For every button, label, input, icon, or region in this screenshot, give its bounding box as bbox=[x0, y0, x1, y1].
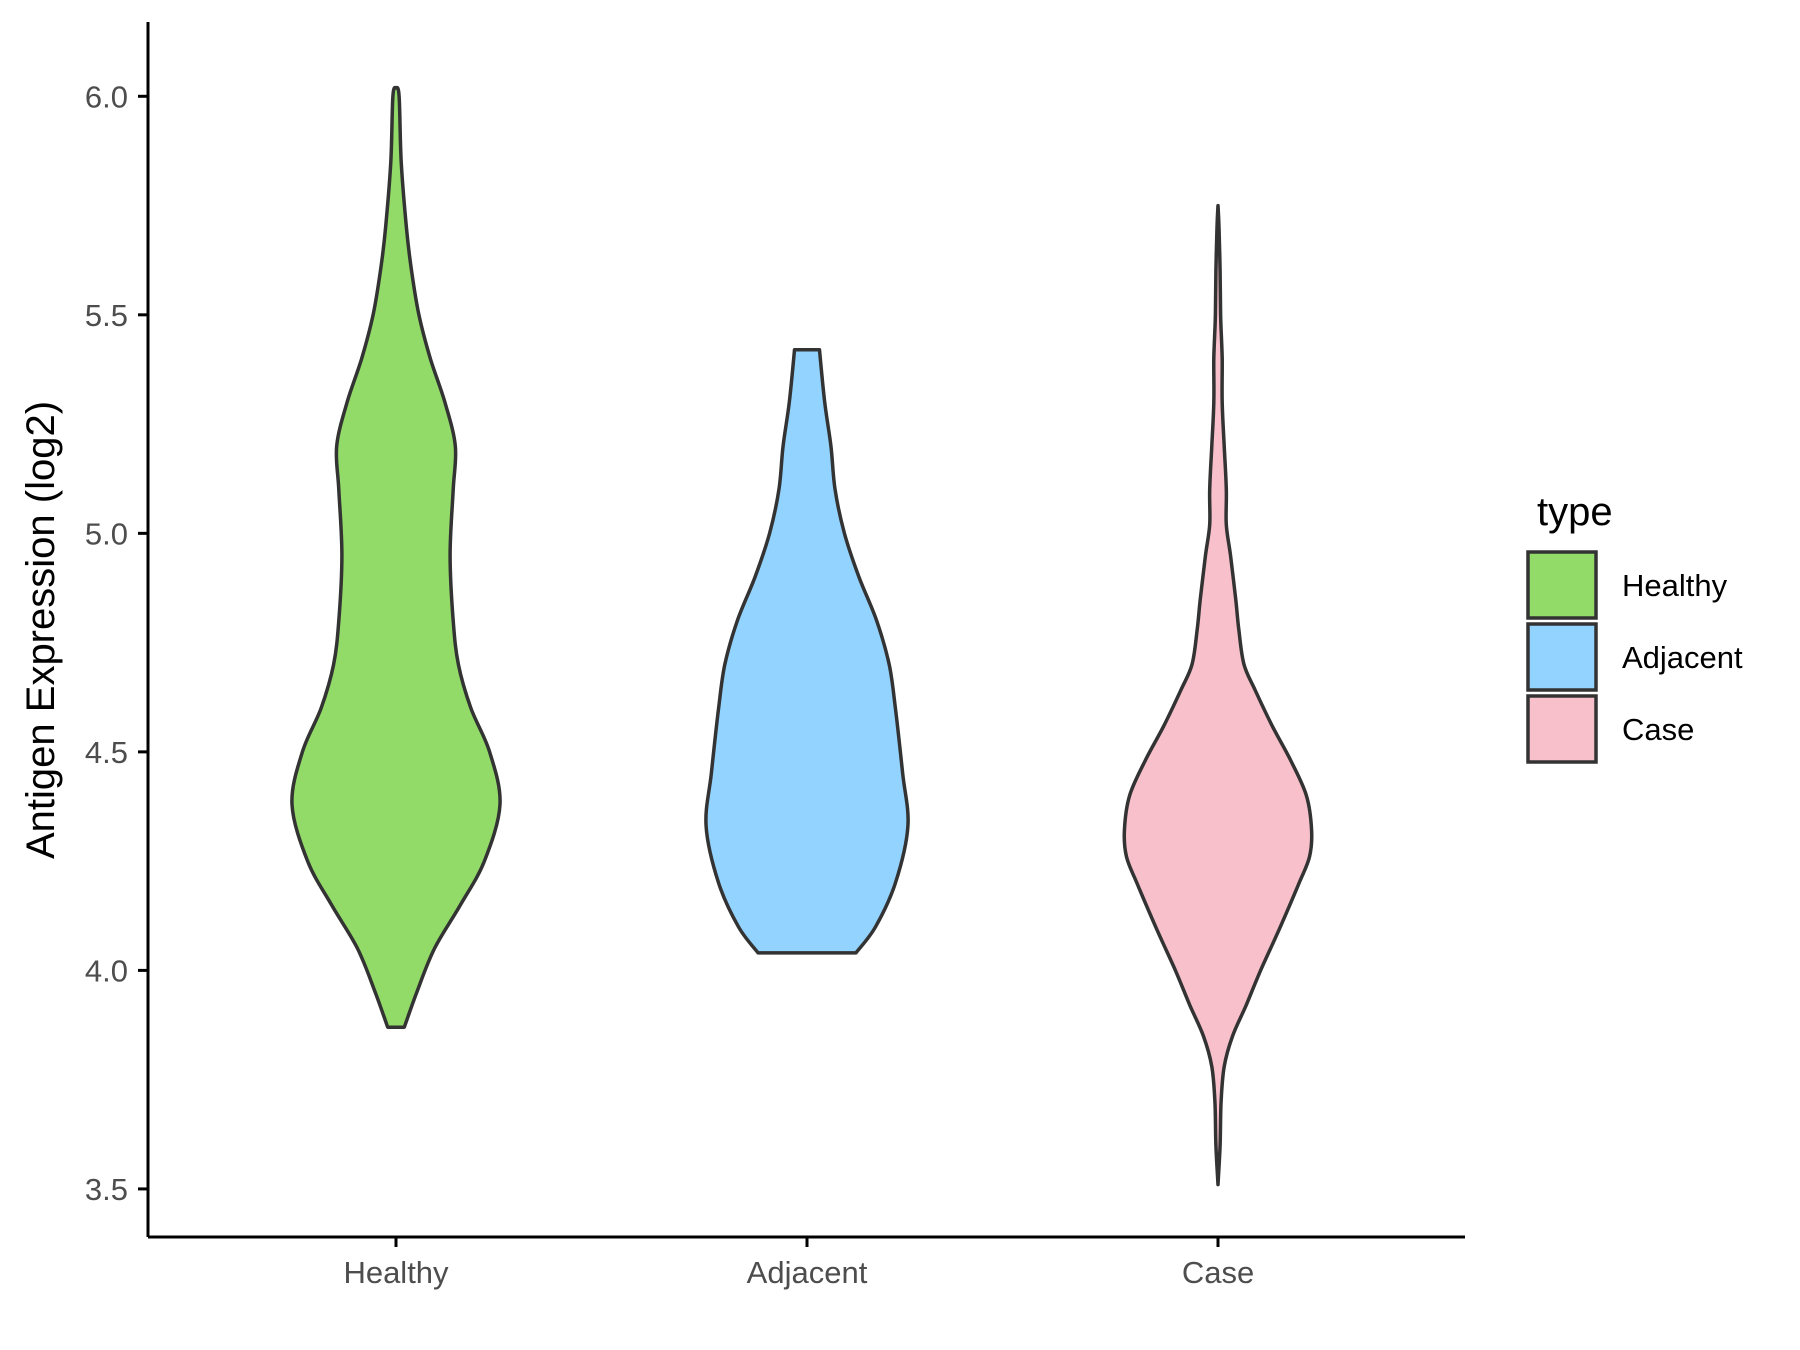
legend-title: type bbox=[1537, 490, 1613, 534]
x-tick-label: Case bbox=[1182, 1255, 1254, 1290]
violin-layer bbox=[290, 85, 1314, 1187]
x-tick-label: Adjacent bbox=[747, 1255, 868, 1290]
y-tick-label: 4.5 bbox=[85, 735, 128, 770]
legend-swatch-adjacent bbox=[1526, 622, 1598, 692]
x-ticks: Healthy Adjacent Case bbox=[343, 1237, 1254, 1290]
y-tick-label: 4.0 bbox=[85, 953, 128, 988]
violin-case bbox=[1122, 203, 1314, 1187]
violin-adjacent bbox=[704, 348, 910, 955]
legend-label-case: Case bbox=[1622, 712, 1694, 747]
legend-label-adjacent: Adjacent bbox=[1622, 640, 1743, 675]
violin-healthy bbox=[290, 85, 502, 1029]
legend-items: Healthy Adjacent Case bbox=[1526, 550, 1743, 764]
y-ticks: 3.5 4.0 4.5 5.0 5.5 6.0 bbox=[85, 79, 148, 1207]
y-tick-label: 3.5 bbox=[85, 1172, 128, 1207]
x-tick-label: Healthy bbox=[343, 1255, 449, 1290]
legend: type Healthy Adjacent Case bbox=[1526, 490, 1743, 764]
y-tick-label: 6.0 bbox=[85, 79, 128, 114]
legend-swatch-healthy bbox=[1526, 550, 1598, 620]
legend-label-healthy: Healthy bbox=[1622, 568, 1728, 603]
legend-swatch-case bbox=[1526, 694, 1598, 764]
y-tick-label: 5.5 bbox=[85, 298, 128, 333]
y-axis-title: Antigen Expression (log2) bbox=[19, 401, 63, 859]
y-tick-label: 5.0 bbox=[85, 516, 128, 551]
